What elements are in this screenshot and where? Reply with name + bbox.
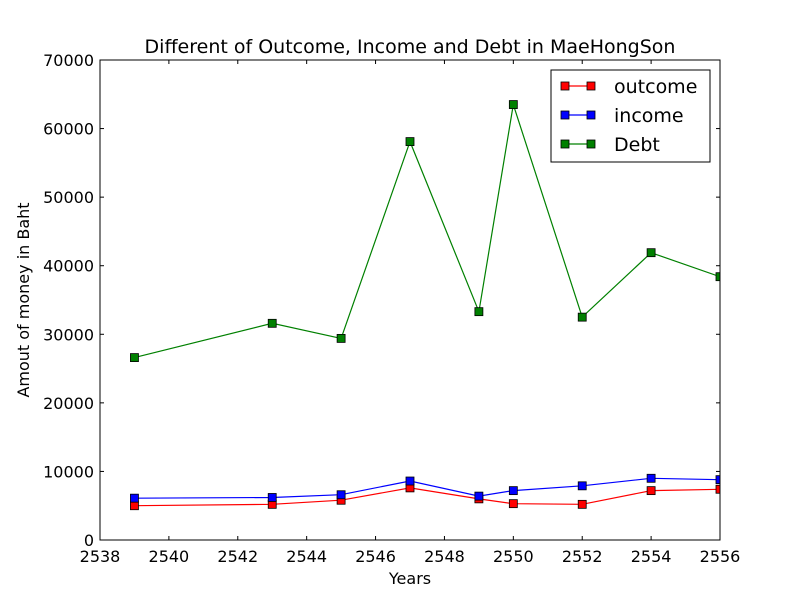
y-tick-label: 60000 (43, 120, 94, 139)
y-axis-label: Amout of money in Baht (14, 202, 33, 397)
data-point-debt (267, 318, 277, 328)
x-tick-label: 2542 (217, 547, 258, 566)
y-tick-label: 30000 (43, 325, 94, 344)
data-point-outcome (577, 499, 587, 509)
data-point-outcome (646, 486, 656, 496)
y-tick-label: 70000 (43, 51, 94, 70)
data-point-debt (474, 307, 484, 317)
y-tick-label: 50000 (43, 188, 94, 207)
legend-marker-debt (586, 139, 596, 149)
data-point-income (130, 493, 139, 503)
legend-marker-income (560, 110, 570, 120)
legend-marker-debt (560, 139, 570, 149)
data-point-income (508, 486, 518, 496)
x-tick-label: 2546 (355, 547, 396, 566)
data-point-debt (405, 137, 415, 147)
y-tick-label: 40000 (43, 257, 94, 276)
legend: outcome income Debt (550, 69, 711, 163)
chart-title: Different of Outcome, Income and Debt in… (145, 36, 676, 58)
data-point-debt (646, 248, 656, 258)
legend-label-income: income (614, 105, 684, 127)
data-point-debt (508, 100, 518, 109)
data-point-income (646, 473, 656, 483)
x-tick-label: 2544 (286, 547, 327, 566)
data-point-income (474, 491, 484, 501)
x-tick-label: 2540 (149, 547, 190, 566)
data-point-income (577, 481, 587, 491)
series-line-income (134, 477, 720, 499)
x-tick-label: 2548 (424, 547, 465, 566)
x-tick-label: 2554 (631, 547, 672, 566)
y-tick-label: 20000 (43, 394, 94, 413)
series-line-outcome (134, 487, 720, 507)
data-point-outcome (130, 501, 139, 511)
legend-label-outcome: outcome (614, 76, 697, 98)
y-tick-label: 0 (84, 531, 94, 550)
legend-label-debt: Debt (614, 134, 660, 156)
x-tick-label: 2552 (562, 547, 603, 566)
x-tick-label: 2538 (80, 547, 121, 566)
plot-frame (99, 59, 721, 541)
x-tick-label: 2550 (493, 547, 534, 566)
legend-marker-income (586, 110, 596, 120)
data-point-debt (336, 333, 346, 343)
legend-marker-outcome (560, 81, 570, 91)
x-tick-label: 2556 (700, 547, 741, 566)
data-point-income (405, 476, 415, 486)
data-point-income (267, 493, 277, 502)
plot-area (130, 100, 720, 511)
y-tick-label: 10000 (43, 462, 94, 481)
data-point-outcome (508, 499, 518, 509)
x-axis-label: Years (388, 569, 431, 588)
legend-box (550, 69, 711, 163)
data-point-debt (577, 312, 587, 322)
data-point-income (336, 490, 346, 500)
data-point-income (715, 475, 720, 485)
axis-ticks: 2538 2540 2542 2544 2546 2548 2550 2552 2554 2556… (43, 51, 740, 566)
data-point-debt (715, 272, 720, 282)
legend-marker-outcome (586, 81, 596, 91)
data-point-debt (130, 353, 139, 363)
data-point-outcome (715, 484, 720, 494)
